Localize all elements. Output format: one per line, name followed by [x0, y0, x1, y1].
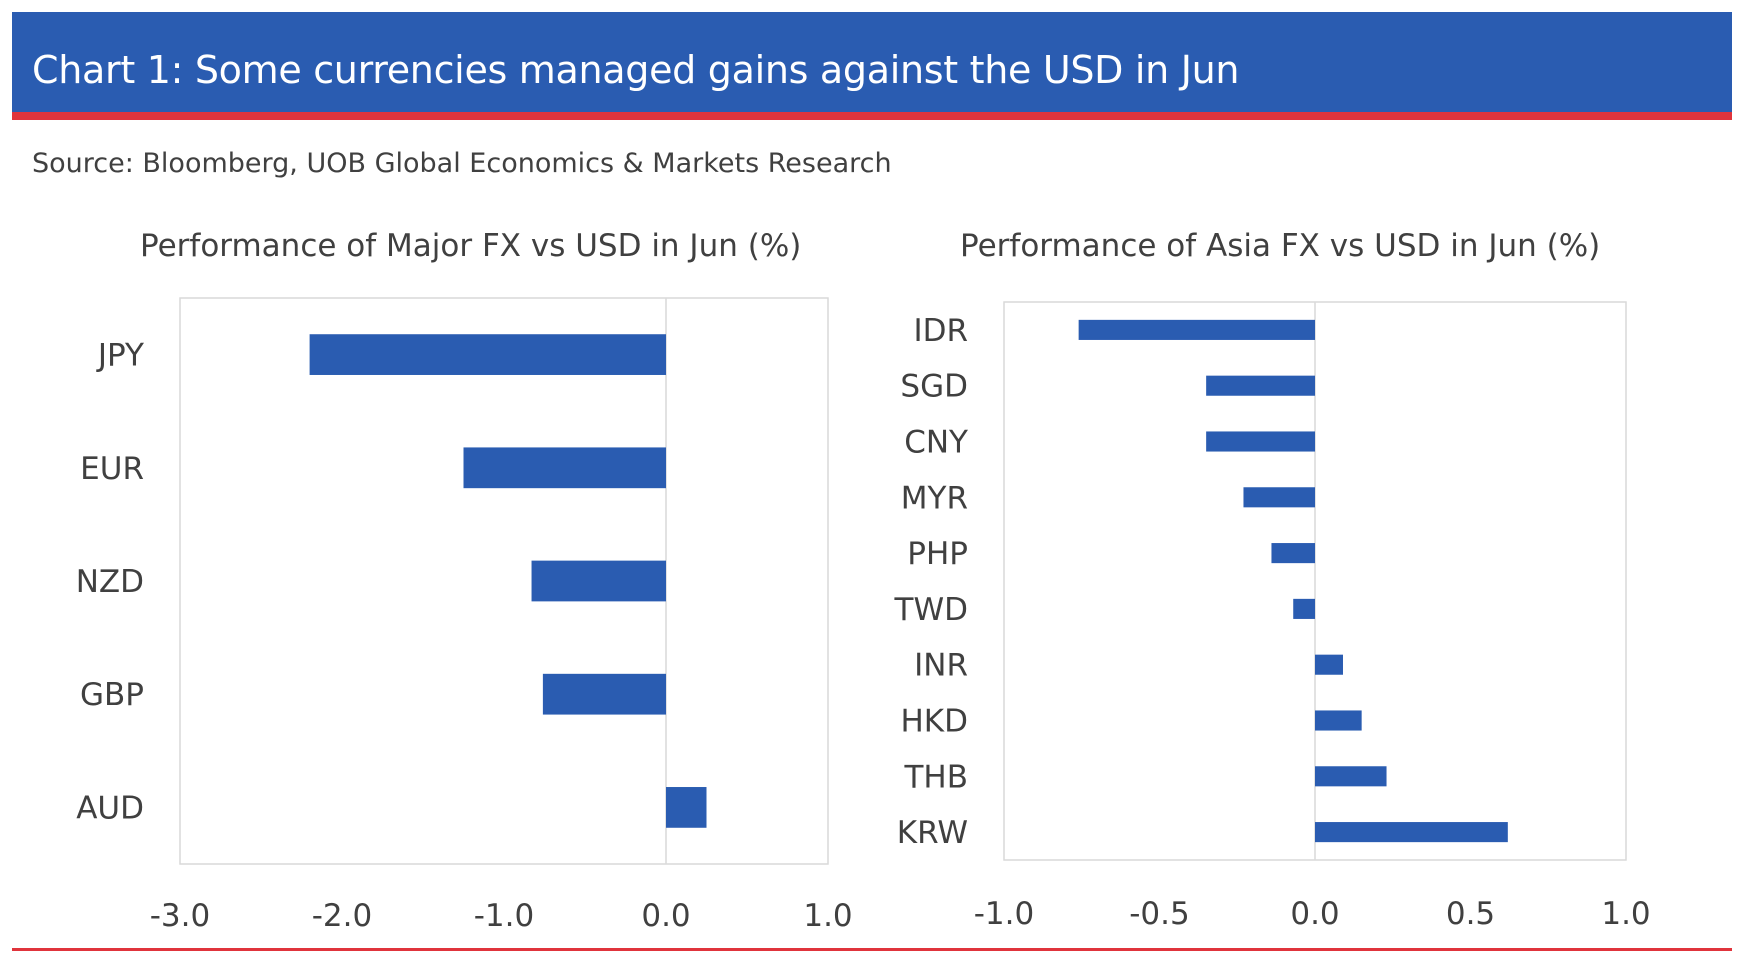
major-category-label: JPY — [96, 338, 144, 374]
major-category-label: AUD — [76, 790, 144, 826]
major-category-label: GBP — [80, 677, 144, 713]
major-bar-nzd — [531, 560, 666, 602]
asia-category-label: PHP — [907, 536, 968, 572]
asia-x-tick-label: 1.0 — [1601, 896, 1650, 932]
chart-main-title: Chart 1: Some currencies managed gains a… — [32, 48, 1240, 92]
chart-header-banner: Chart 1: Some currencies managed gains a… — [12, 12, 1732, 120]
asia-category-label: SGD — [900, 369, 968, 405]
asia-category-label: TWD — [894, 592, 968, 628]
asia-fx-chart-title: Performance of Asia FX vs USD in Jun (%) — [960, 228, 1601, 264]
major-bar-gbp — [542, 673, 666, 715]
major-x-tick-label: -2.0 — [312, 898, 373, 934]
major-x-tick-label: -3.0 — [150, 898, 211, 934]
major-x-tick-label: -1.0 — [474, 898, 535, 934]
asia-category-label: IDR — [913, 313, 968, 349]
asia-category-label: HKD — [900, 704, 968, 740]
asia-bar-thb — [1315, 766, 1387, 787]
asia-bar-hkd — [1315, 710, 1362, 731]
asia-bar-sgd — [1206, 375, 1315, 396]
major-bar-jpy — [309, 334, 666, 375]
asia-category-label: KRW — [897, 815, 968, 851]
asia-category-label: MYR — [901, 480, 968, 516]
asia-x-tick-label: 0.5 — [1446, 896, 1495, 932]
asia-category-label: INR — [914, 648, 968, 684]
asia-category-label: THB — [903, 759, 968, 795]
asia-bar-twd — [1293, 598, 1315, 619]
major-x-tick-label: 1.0 — [803, 898, 852, 934]
major-bar-aud — [666, 787, 707, 828]
asia-bar-krw — [1315, 822, 1508, 843]
asia-x-tick-label: 0.0 — [1290, 896, 1339, 932]
asia-bar-idr — [1078, 319, 1315, 340]
asia-x-tick-label: -0.5 — [1129, 896, 1190, 932]
asia-bar-myr — [1243, 487, 1315, 508]
major-bar-eur — [463, 447, 666, 489]
major-plot-area — [179, 297, 829, 865]
asia-x-tick-label: -1.0 — [974, 896, 1035, 932]
major-fx-chart-title: Performance of Major FX vs USD in Jun (%… — [140, 228, 802, 264]
major-category-label: EUR — [80, 451, 144, 487]
asia-bar-cny — [1206, 431, 1315, 452]
source-note: Source: Bloomberg, UOB Global Economics … — [32, 148, 892, 179]
asia-bar-inr — [1315, 654, 1343, 675]
major-category-label: NZD — [76, 564, 144, 600]
asia-category-label: CNY — [904, 425, 968, 461]
asia-bar-php — [1271, 543, 1315, 564]
bottom-accent-rule — [12, 948, 1732, 951]
major-x-tick-label: 0.0 — [641, 898, 690, 934]
